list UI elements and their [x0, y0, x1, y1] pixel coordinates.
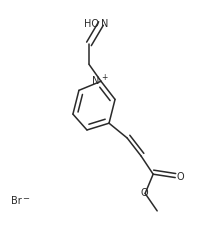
Text: N: N: [92, 76, 99, 86]
Text: HO: HO: [84, 19, 99, 29]
Text: +: +: [101, 73, 107, 82]
Text: −: −: [22, 193, 29, 202]
Text: O: O: [177, 172, 184, 182]
Text: Br: Br: [11, 195, 21, 205]
Text: O: O: [140, 188, 148, 197]
Text: N: N: [101, 19, 109, 29]
